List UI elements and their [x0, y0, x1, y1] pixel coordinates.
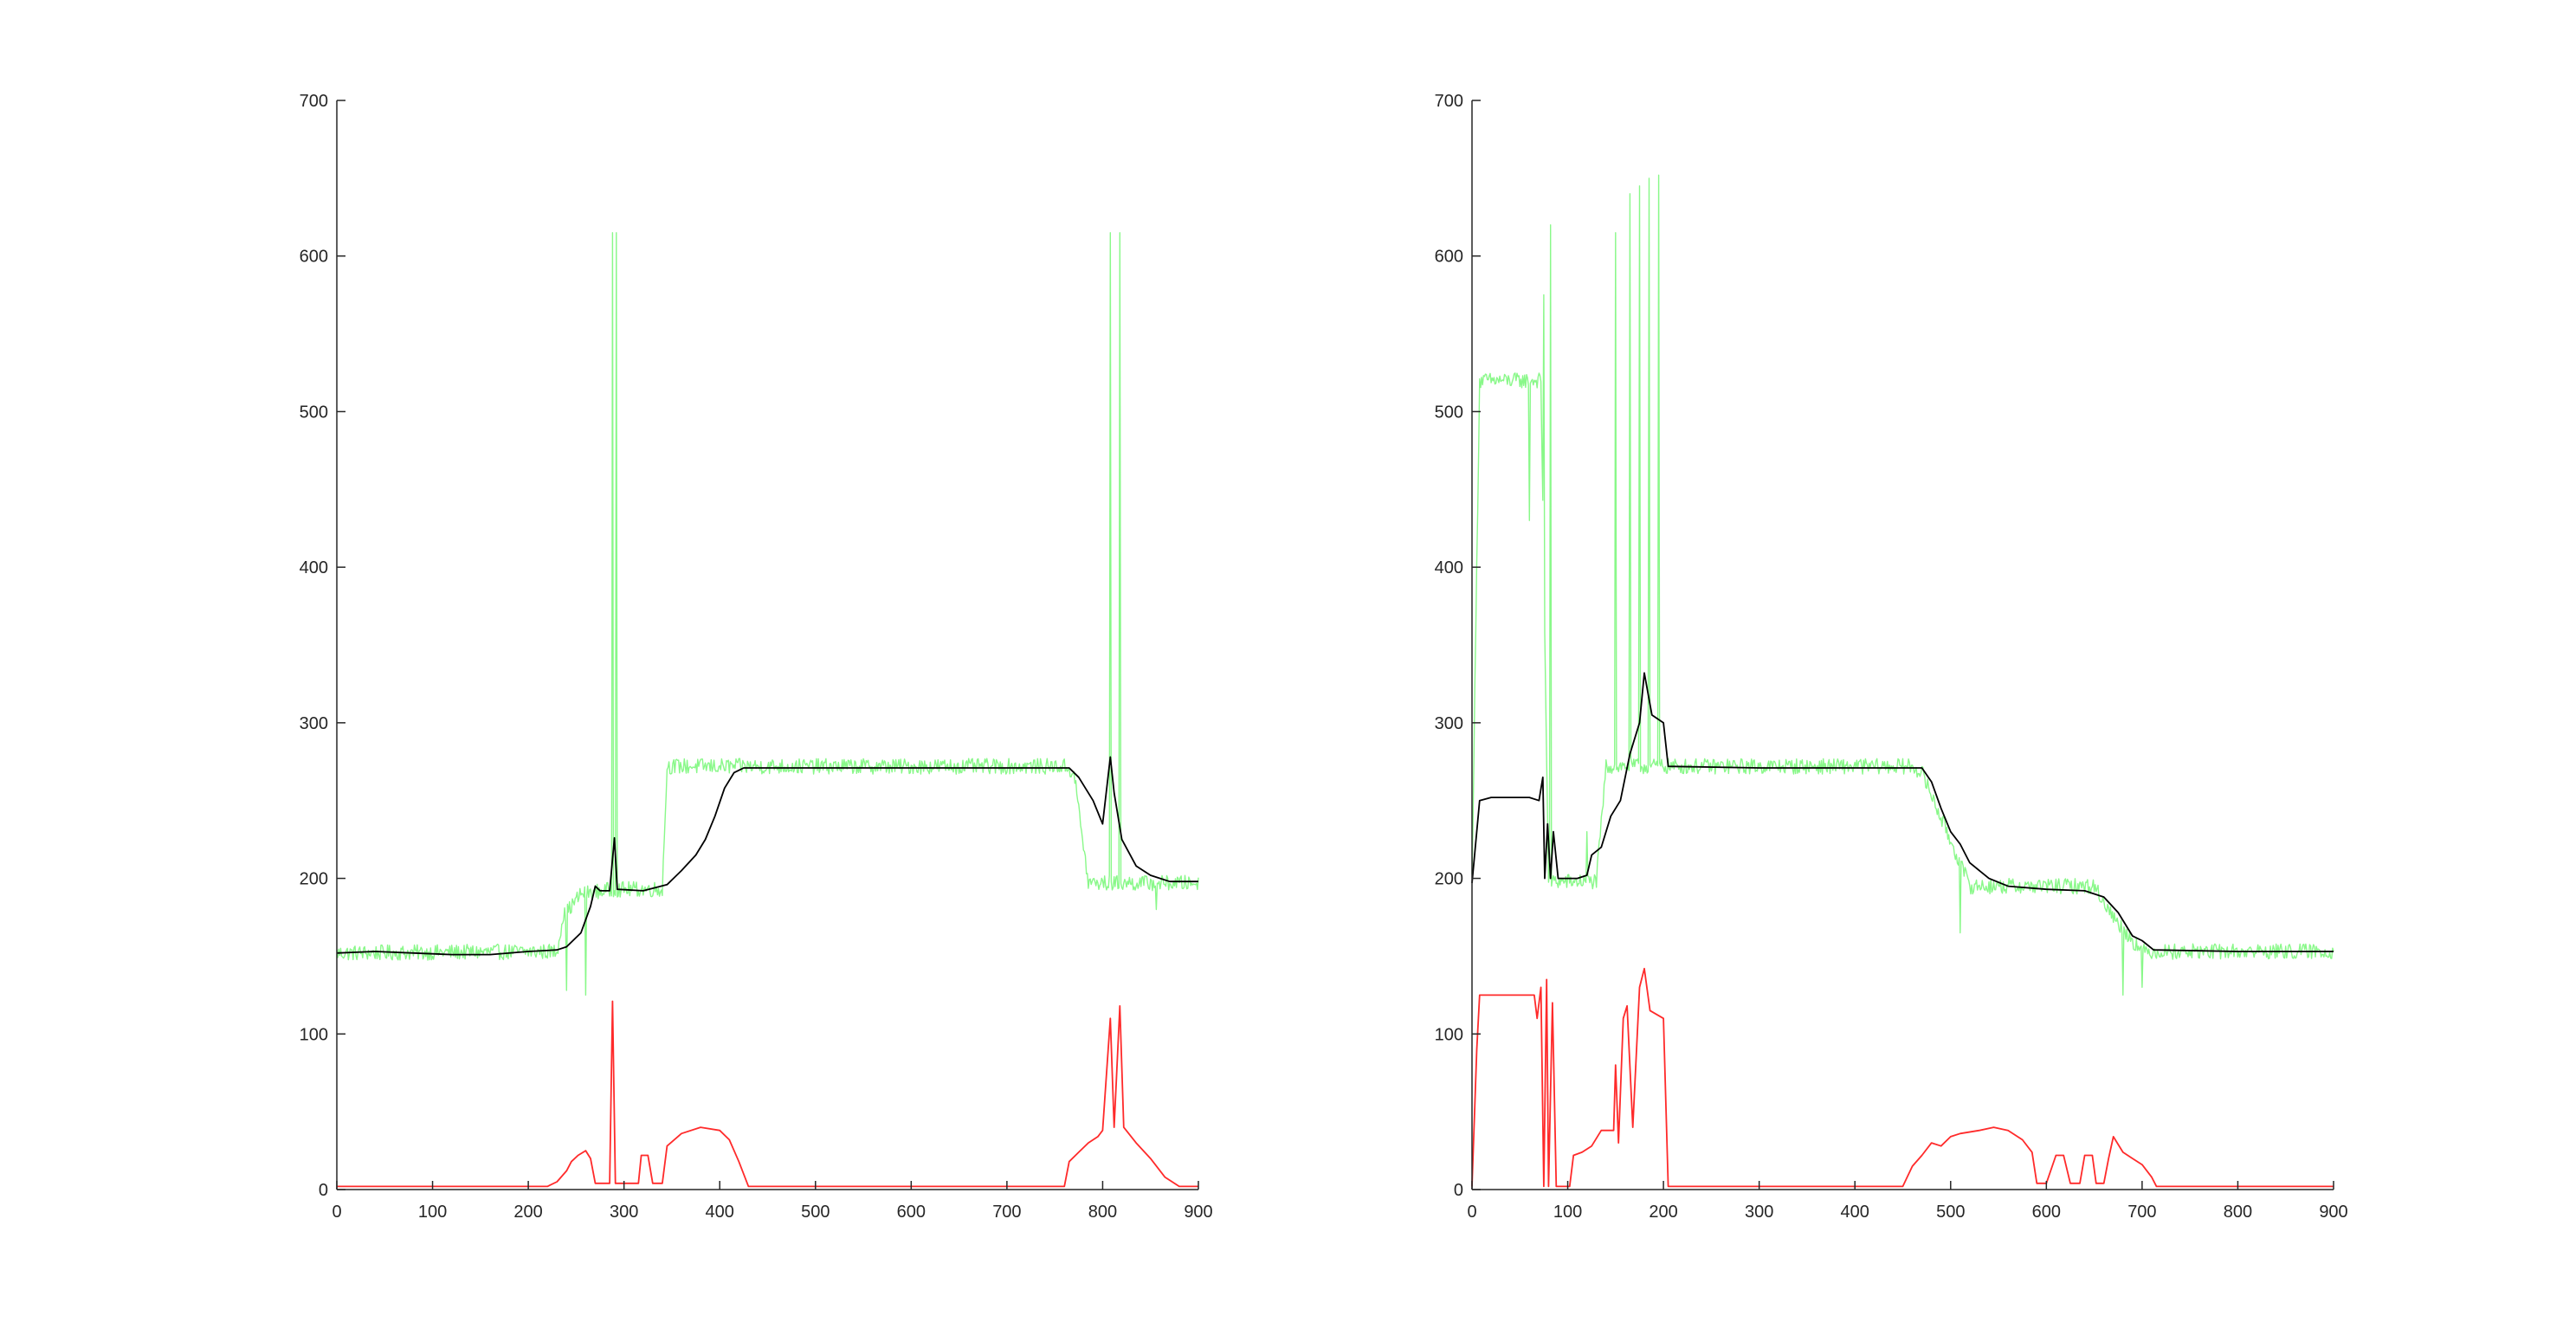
x-tick-label: 500	[801, 1203, 830, 1222]
y-tick-label: 0	[1454, 1181, 1463, 1200]
y-tick-label: 400	[1435, 558, 1463, 577]
x-tick-label: 700	[2127, 1203, 2156, 1222]
y-tick-label: 300	[300, 714, 328, 733]
y-tick-label: 200	[300, 870, 328, 889]
x-tick-label: 100	[418, 1203, 447, 1222]
x-tick-label: 900	[2319, 1203, 2347, 1222]
y-tick-label: 0	[319, 1181, 328, 1200]
y-tick-label: 600	[1435, 248, 1463, 267]
x-tick-label: 700	[992, 1203, 1021, 1222]
x-tick-label: 300	[1745, 1203, 1773, 1222]
y-tick-label: 500	[1435, 403, 1463, 422]
x-tick-label: 100	[1553, 1203, 1582, 1222]
x-tick-label: 0	[332, 1203, 341, 1222]
y-tick-label: 700	[300, 92, 328, 111]
x-tick-label: 300	[610, 1203, 638, 1222]
y-tick-label: 300	[1435, 714, 1463, 733]
x-tick-label: 400	[706, 1203, 734, 1222]
y-tick-label: 100	[300, 1025, 328, 1044]
series-deviation-line	[1471, 967, 2334, 1188]
series-deviation-line	[337, 1000, 1198, 1188]
y-tick-label: 700	[1435, 92, 1463, 111]
series-estimate-line	[336, 756, 1198, 956]
x-tick-label: 900	[1184, 1203, 1212, 1222]
x-tick-label: 800	[2224, 1203, 2252, 1222]
x-tick-label: 200	[513, 1203, 542, 1222]
y-tick-label: 200	[1435, 870, 1463, 889]
series-raw-line	[1471, 174, 2334, 996]
x-tick-label: 200	[1649, 1203, 1677, 1222]
y-tick-label: 100	[1435, 1025, 1463, 1044]
x-tick-label: 500	[1936, 1203, 1965, 1222]
series-estimate-line	[1471, 672, 2334, 952]
y-tick-label: 600	[300, 248, 328, 267]
x-tick-label: 600	[897, 1203, 926, 1222]
left-plot: 0 100 200 300 400 500 600 700 800 900 0 100 200 300 40…	[300, 92, 1213, 1222]
series-raw-line	[336, 232, 1199, 996]
y-tick-label: 400	[300, 558, 328, 577]
x-tick-label: 800	[1088, 1203, 1117, 1222]
y-tick-label: 500	[300, 403, 328, 422]
x-tick-label: 400	[1841, 1203, 1869, 1222]
x-tick-label: 0	[1467, 1203, 1476, 1222]
x-tick-label: 600	[2032, 1203, 2061, 1222]
right-plot: 0 100 200 300 400 500 600 700 800 900 0 100 200 300 40…	[1435, 92, 2348, 1222]
